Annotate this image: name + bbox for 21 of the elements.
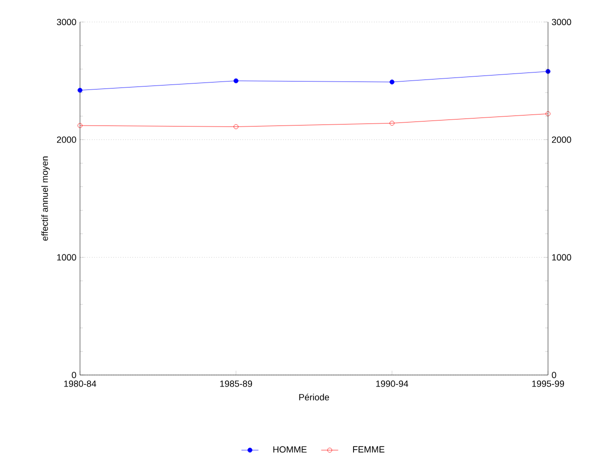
y2-tick-label: 0 <box>552 372 556 378</box>
point <box>390 80 394 84</box>
x-tick-label: 1995-99 <box>532 380 564 387</box>
x-tick-label: 1990-94 <box>376 380 408 387</box>
y-tick-label: 2000 <box>56 136 76 143</box>
x-tick-label: 1985-89 <box>220 380 252 387</box>
x-axis-title: Période <box>299 394 330 400</box>
point <box>234 78 238 84</box>
y2-tick-label: 2000 <box>552 136 572 143</box>
legend-label: FEMME <box>353 446 384 452</box>
x-tick-label: 1980-84 <box>64 380 96 387</box>
y-axis-title: effectif annuel moyen <box>41 156 50 241</box>
y2-tick-label: 3000 <box>552 18 572 26</box>
y2-tick-label: 1000 <box>552 254 572 261</box>
legend-label: HOMME <box>273 446 307 453</box>
point <box>234 124 238 130</box>
y-tick-label: 0 <box>72 372 76 378</box>
y-tick-label: 1000 <box>57 254 76 261</box>
point <box>390 120 394 126</box>
y-tick-label: 3000 <box>56 18 76 26</box>
point <box>78 88 82 93</box>
